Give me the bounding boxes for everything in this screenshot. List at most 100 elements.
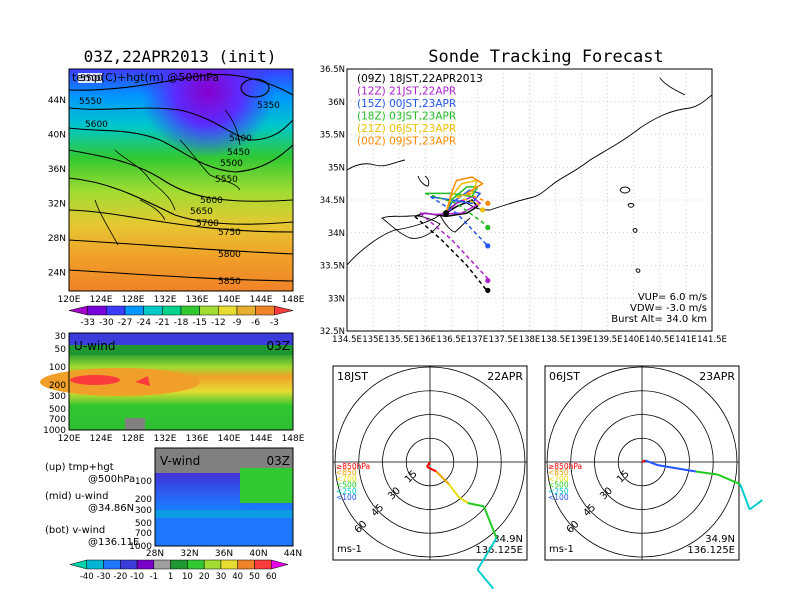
track-series [414, 176, 491, 293]
svg-text:5600: 5600 [200, 196, 223, 206]
v-wind-lat-ticks: 28N 32N 36N 40N 44N [146, 549, 302, 559]
track-legend-entry: (09Z) 18JST,22APR2013 [357, 73, 483, 85]
pressure-tick-label: 300 [49, 392, 66, 402]
track-legend-entry: (15Z) 00JST,23APR [357, 98, 456, 110]
pressure-tick-label: 1000 [43, 426, 66, 436]
track-map-grid [347, 69, 712, 331]
hodograph-lat: 34.9N [493, 534, 523, 545]
u-wind-label: U-wind [74, 339, 115, 353]
lat-tick-label: 34N [328, 229, 345, 239]
wind-colorbar-tick-label: 60 [266, 572, 277, 582]
lat-tick-label: 35N [328, 163, 345, 173]
svg-text:5500: 5500 [80, 74, 103, 84]
pressure-tick-label: 300 [135, 506, 152, 516]
wind-colorbar-tick-label: -1 [150, 572, 158, 582]
wind-colorbar-tick-label: 40 [232, 572, 243, 582]
wind-colorbar-swatch [254, 559, 272, 570]
colorbar-swatch [199, 305, 219, 316]
lon-tick-label: 140E [218, 434, 241, 444]
top-map-frame [68, 68, 294, 292]
lon-tick-label: 120E [58, 295, 81, 305]
lat-tick-label: 33N [328, 294, 345, 304]
hodograph-segment [717, 473, 741, 486]
colorbar-swatch [274, 305, 294, 316]
wind-colorbar-swatch [187, 559, 205, 570]
colorbar-tick-label: -18 [174, 318, 189, 328]
lon-tick-label: 124E [90, 434, 113, 444]
hodograph-segment [739, 483, 751, 510]
track-legend-entry: (00Z) 09JST,23APR [357, 136, 456, 148]
wind-colorbar-swatch [69, 559, 88, 570]
track-legend-entry: (18Z) 03JST,23APR [357, 111, 456, 123]
wind-colorbar: -40 -30 -20 -10 -1 1 10 20 30 40 50 60 [69, 559, 289, 582]
colorbar-tick-label: -12 [211, 318, 226, 328]
lon-tick-label: 138E [519, 335, 541, 345]
lat-tick-label: 32.5N [320, 327, 345, 337]
colorbar-tick-label: -9 [233, 318, 242, 328]
wind-colorbar-swatch [86, 559, 104, 570]
lat-tick-label: 35.5N [320, 131, 345, 141]
svg-text:5750: 5750 [218, 228, 241, 238]
lon-tick-label: 132E [154, 434, 177, 444]
info-vdw: VDW= -3.0 m/s [630, 303, 707, 314]
svg-text:5550: 5550 [79, 97, 102, 107]
level-legend: <500 [336, 481, 357, 490]
wind-colorbar-swatch [203, 559, 222, 570]
pressure-tick-label: 100 [49, 363, 66, 373]
v-wind-label: V-wind [160, 454, 200, 468]
lat-tick-label: 34.5N [320, 196, 345, 206]
hodograph-segment [695, 470, 719, 476]
lon-tick-label: 132E [154, 295, 177, 305]
u-wind-time: 03Z [267, 339, 291, 353]
wind-colorbar-tick-label: 1 [168, 572, 173, 582]
wind-colorbar-tick-label: -40 [80, 572, 94, 582]
level-legend: <500 [548, 481, 569, 490]
colorbar-swatch [106, 305, 126, 316]
wind-colorbar-swatch [237, 559, 255, 570]
lat-tick-label: 36N [48, 165, 66, 175]
wind-colorbar-swatch [103, 559, 121, 570]
u-wind-top-band [69, 333, 293, 347]
hodograph-segment [426, 465, 437, 473]
lon-tick-label: 139E [571, 335, 593, 345]
top-map-lat-ticks: 44N 40N 36N 32N 28N 24N [48, 96, 66, 279]
note-mid-a: (mid) u-wind [45, 491, 108, 502]
lat-tick-label: 40N [48, 131, 66, 141]
track-lon-ticks: 134.5E 135E 135.5E 136E 136.5E 137E 137.5E 138E… [332, 335, 727, 345]
lat-tick-label: 28N [146, 549, 164, 559]
colorbar-tick-label: -27 [118, 318, 133, 328]
pressure-tick-label: 200 [135, 495, 152, 505]
lat-tick-label: 36.5N [320, 65, 345, 75]
colorbar-swatch [143, 305, 163, 316]
svg-text:5400: 5400 [229, 134, 252, 144]
v-wind-frame [154, 447, 294, 547]
lon-tick-label: 137E [467, 335, 489, 345]
hodograph-segment [644, 459, 659, 467]
hodograph-date: 23APR [699, 370, 735, 383]
level-legend: <700 [336, 474, 357, 483]
landing-point [485, 277, 491, 284]
temperature-height-map: 5500 5550 5600 5350 5400 5450 5500 5550 … [48, 68, 305, 305]
lon-tick-label: 141E [675, 335, 697, 345]
pressure-tick-label: 30 [55, 332, 67, 342]
wind-colorbar-tick-label: 20 [199, 572, 210, 582]
wind-colorbar-swatch [170, 559, 188, 570]
lat-tick-label: 44N [48, 96, 66, 106]
svg-text:5550: 5550 [215, 175, 238, 185]
lon-tick-label: 136E [414, 335, 436, 345]
info-vup: VUP= 6.0 m/s [638, 292, 707, 303]
lat-tick-label: 24N [48, 269, 66, 279]
height-contours [68, 73, 294, 282]
hodograph-lat: 34.9N [705, 534, 735, 545]
lon-tick-label: 137.5E [489, 335, 519, 345]
landing-point [485, 287, 491, 293]
svg-text:5650: 5650 [190, 207, 213, 217]
hodograph-time: 06JST [549, 370, 580, 383]
svg-text:5800: 5800 [218, 250, 241, 260]
descent-track [456, 195, 484, 211]
